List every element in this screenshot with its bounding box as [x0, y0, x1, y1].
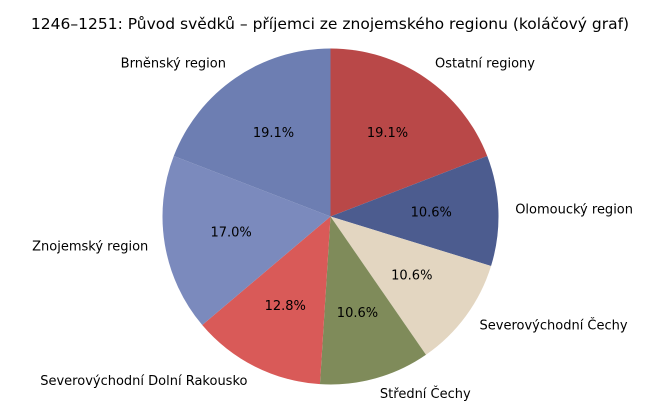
percent-label-ostatni-regiony: 19.1% [367, 126, 408, 141]
pie-slice-ostatni-regiony [330, 48, 488, 217]
percent-label-znojemsky-region: 17.0% [210, 226, 251, 241]
percent-label-stredni-cechy: 10.6% [337, 306, 378, 321]
slice-labels: Ostatní regiony Olomoucký region Severovýc… [32, 57, 633, 402]
pie-slice-znojemsky-region [162, 156, 331, 325]
slice-label-olomoucky-region: Olomoucký region [515, 203, 633, 218]
percent-label-olomoucky-region: 10.6% [411, 206, 452, 221]
pie-slice-severovychodni-dolni-rakousko [202, 216, 331, 385]
pie-slice-olomoucky-region [330, 156, 499, 266]
pie-slices [162, 48, 499, 385]
percent-label-severovychodni-dolni-rakousko: 12.8% [265, 299, 306, 314]
slice-label-brnensky-region: Brněnský region [121, 57, 226, 72]
slice-label-severovychodni-dolni-rakousko: Severovýchodní Dolní Rakousko [40, 374, 247, 389]
pie-slice-severovychodni-cechy [330, 216, 492, 355]
slice-label-severovychodni-cechy: Severovýchodní Čechy [480, 317, 628, 333]
slice-label-ostatni-regiony: Ostatní regiony [435, 57, 535, 72]
pie-slice-stredni-cechy [319, 216, 426, 385]
percent-labels: 19.1% 10.6% 10.6% 10.6% 12.8% 17.0% 19.1% [210, 126, 451, 321]
chart-title: 1246–1251: Původ svědků – příjemci ze zn… [31, 15, 629, 33]
pie-slice-brnensky-region [173, 48, 331, 217]
slice-label-stredni-cechy: Střední Čechy [380, 386, 471, 402]
percent-label-severovychodni-cechy: 10.6% [391, 269, 432, 284]
slice-label-znojemsky-region: Znojemský region [32, 240, 148, 255]
percent-label-brnensky-region: 19.1% [253, 126, 294, 141]
